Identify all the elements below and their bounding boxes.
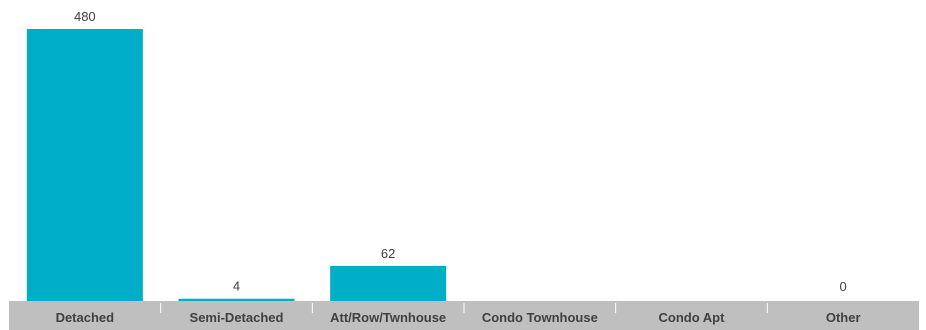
category-label: Other: [826, 310, 861, 325]
value-label: 4: [233, 279, 240, 294]
bar-semi-detached: [178, 298, 295, 301]
value-labels-group: 480 4 62 0: [74, 9, 847, 294]
value-label: 480: [74, 9, 96, 24]
category-label: Att/Row/Twnhouse: [330, 310, 446, 325]
bars-group: [26, 29, 447, 301]
value-label: 62: [381, 246, 395, 261]
category-axis-band: [9, 301, 919, 330]
bar-detached: [26, 29, 143, 301]
value-label: 0: [840, 279, 847, 294]
category-labels-group: Detached Semi-Detached Att/Row/Twnhouse Con…: [56, 310, 861, 325]
category-label: Detached: [56, 310, 115, 325]
category-label: Condo Townhouse: [482, 310, 598, 325]
category-label: Condo Apt: [659, 310, 726, 325]
bar-att-row-twnhouse: [330, 265, 447, 301]
category-label: Semi-Detached: [190, 310, 284, 325]
